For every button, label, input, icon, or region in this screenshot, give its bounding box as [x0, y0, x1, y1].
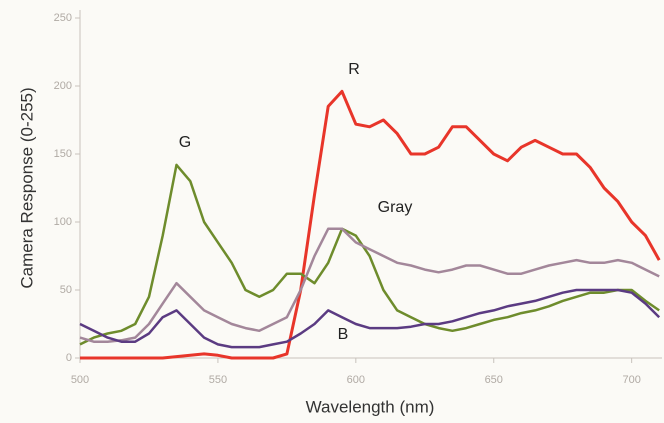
y-tick-label: 0 [66, 352, 72, 364]
y-tick-label: 150 [54, 148, 72, 160]
annotation: R [348, 61, 360, 78]
annotation: Gray [378, 199, 413, 216]
annotation: G [179, 134, 191, 151]
chart: Wavelength (nm) Camera Response (0-255) … [0, 0, 664, 423]
x-axis-label: Wavelength (nm) [306, 397, 435, 416]
y-tick-label: 50 [60, 284, 72, 296]
x-tick-label: 550 [209, 374, 227, 386]
annotation: B [338, 326, 349, 343]
series-line [80, 229, 659, 342]
y-tick-label: 250 [54, 12, 72, 24]
x-tick-label: 650 [485, 374, 503, 386]
y-tick-label: 100 [54, 216, 72, 228]
series-line [80, 165, 659, 345]
y-tick-label: 200 [54, 80, 72, 92]
y-axis-label: Camera Response (0-255) [17, 87, 36, 288]
x-tick-label: 700 [622, 374, 640, 386]
x-tick-label: 600 [347, 374, 365, 386]
series-line [80, 91, 659, 358]
x-tick-label: 500 [71, 374, 89, 386]
